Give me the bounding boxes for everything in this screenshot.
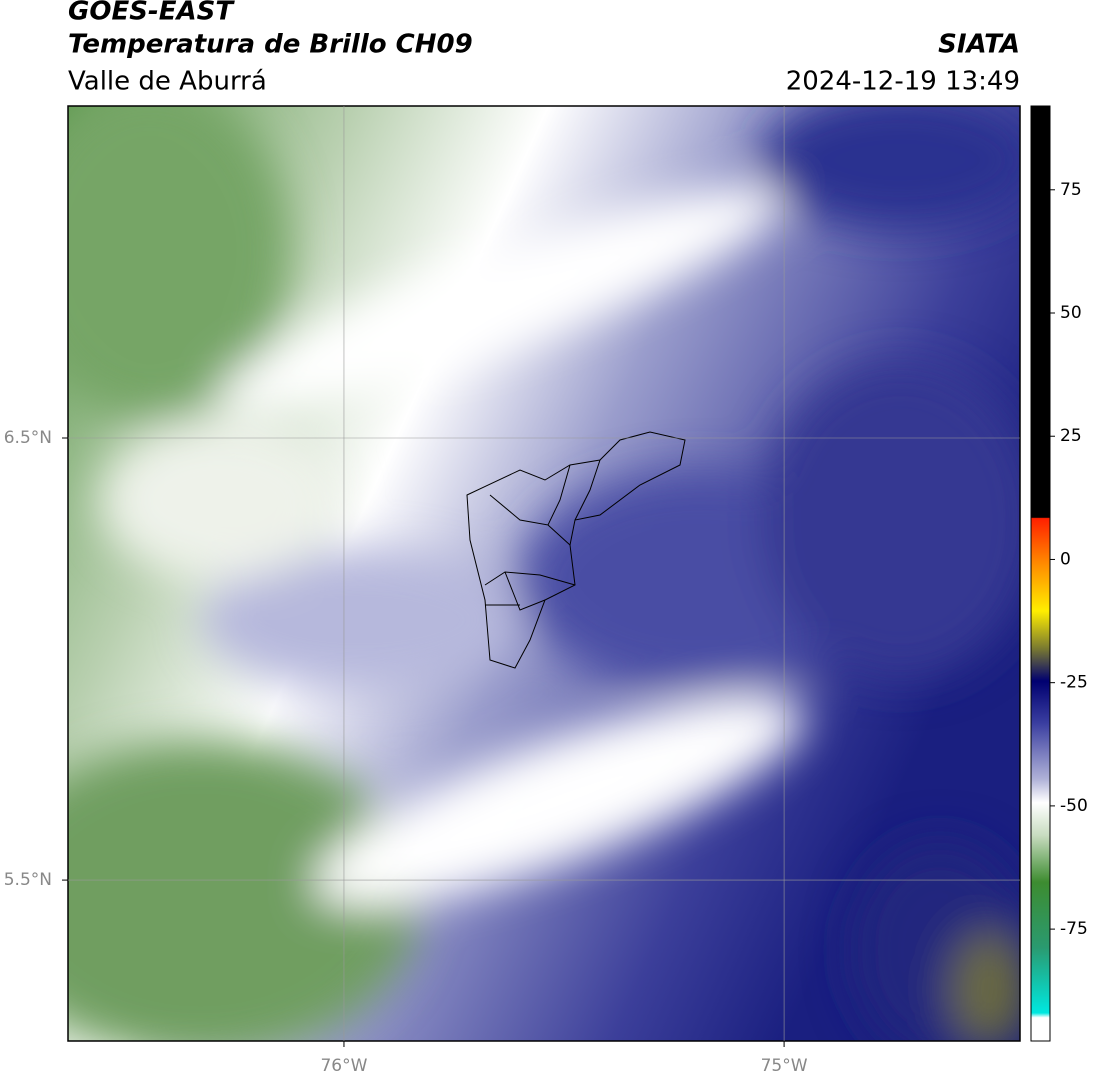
colorbar-tick-label: 75 [1060, 180, 1082, 200]
colorbar-tick-label: 0 [1060, 549, 1071, 569]
colorbar-tick-label: 50 [1060, 303, 1082, 323]
source: SIATA [938, 30, 1020, 60]
y-tick-label: 6.5°N [4, 428, 52, 448]
map-frame [67, 105, 1021, 1042]
colorbar-tick-label: 25 [1060, 426, 1082, 446]
colorbar-tick-label: -50 [1060, 796, 1088, 816]
aburra-boundary [466, 431, 686, 669]
title: GOES-EAST [68, 0, 235, 27]
satellite-image [68, 106, 1020, 1041]
subtitle: Temperatura de Brillo CH09 [68, 30, 473, 60]
y-tick-label: 5.5°N [4, 870, 52, 890]
region: Valle de Aburrá [68, 67, 267, 97]
colorbar-tick-label: -75 [1060, 919, 1088, 939]
x-tick-label: 76°W [320, 1056, 367, 1076]
colorbar [1030, 105, 1051, 1042]
timestamp: 2024-12-19 13:49 [786, 67, 1020, 97]
colorbar-tick-label: -25 [1060, 673, 1088, 693]
x-tick-label: 75°W [761, 1056, 808, 1076]
